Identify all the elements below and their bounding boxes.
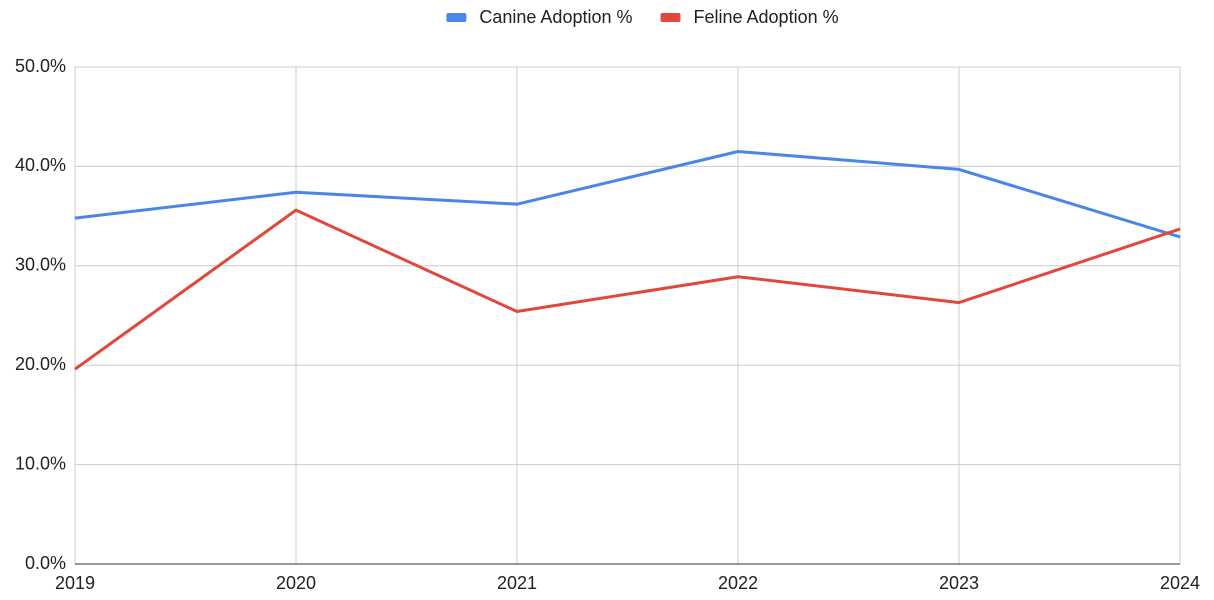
legend-swatch — [446, 13, 467, 22]
y-tick-label: 10.0% — [15, 453, 66, 473]
x-tick-label: 2020 — [276, 573, 316, 593]
x-tick-label: 2021 — [497, 573, 537, 593]
x-tick-label: 2019 — [55, 573, 95, 593]
y-tick-label: 50.0% — [15, 56, 66, 76]
y-tick-label: 20.0% — [15, 354, 66, 374]
data-line — [74, 208, 1181, 371]
data-line — [74, 149, 1181, 239]
y-tick-label: 30.0% — [15, 255, 66, 275]
legend-label: Canine Adoption % — [479, 7, 632, 27]
legend-label: Feline Adoption % — [694, 7, 839, 27]
x-tick-label: 2023 — [939, 573, 979, 593]
legend-swatch — [660, 13, 681, 22]
y-tick-label: 0.0% — [25, 553, 66, 573]
y-tick-label: 40.0% — [15, 155, 66, 175]
x-tick-label: 2024 — [1160, 573, 1200, 593]
x-tick-label: 2022 — [718, 573, 758, 593]
